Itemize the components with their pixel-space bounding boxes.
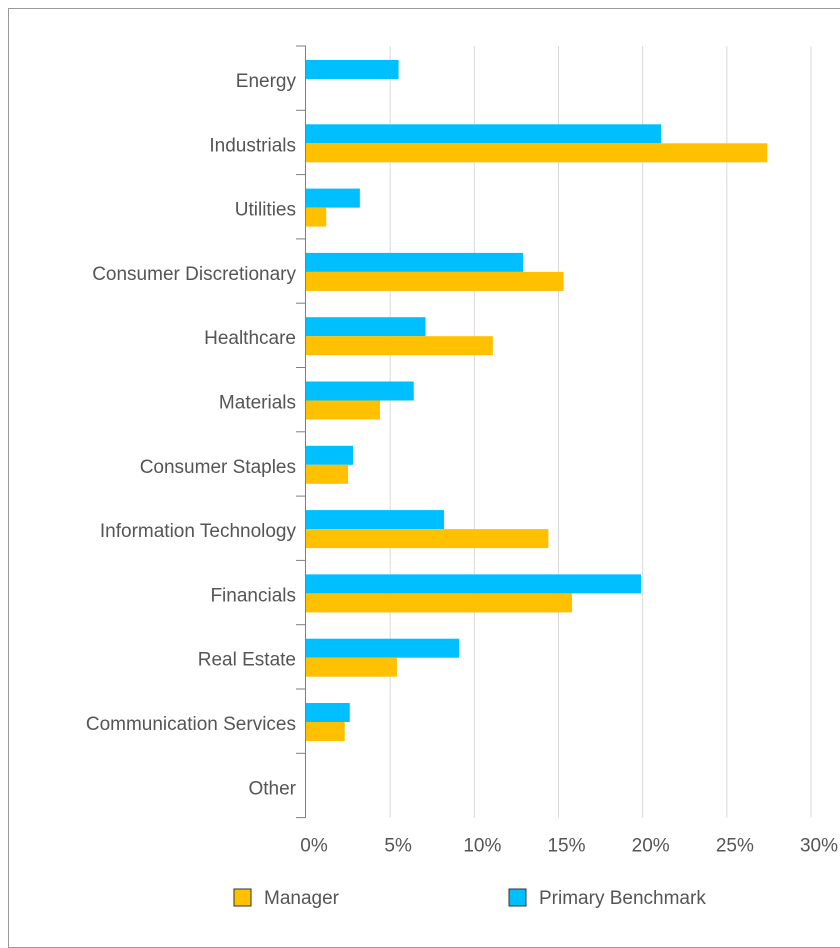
bar-primary-benchmark bbox=[306, 381, 414, 401]
bar-manager bbox=[306, 271, 564, 291]
bar-primary-benchmark bbox=[306, 317, 426, 337]
grid-layer bbox=[389, 46, 812, 818]
legend-label: Primary Benchmark bbox=[539, 888, 706, 909]
bar-manager bbox=[306, 593, 572, 613]
legend-swatch bbox=[508, 888, 527, 907]
x-tick-label: 25% bbox=[716, 836, 754, 857]
x-tick-label: 0% bbox=[300, 836, 328, 857]
bar-manager bbox=[306, 464, 349, 484]
chart-frame: 0% 5% 10% 15% 20% 25% 30% Energy Industrials Util… bbox=[8, 8, 840, 948]
bar-primary-benchmark bbox=[306, 188, 360, 208]
x-tick-label: 10% bbox=[463, 836, 501, 857]
bar-manager bbox=[306, 722, 345, 741]
bar-manager bbox=[306, 657, 397, 677]
bar-primary-benchmark bbox=[306, 510, 445, 530]
category-label: Utilities bbox=[235, 200, 296, 221]
bar-manager bbox=[306, 207, 327, 227]
x-tick-label: 30% bbox=[800, 836, 838, 857]
bar-primary-benchmark bbox=[306, 252, 524, 272]
legend: Manager Primary Benchmark bbox=[233, 888, 706, 909]
sector-allocation-chart: 0% 5% 10% 15% 20% 25% 30% Energy Industrials Util… bbox=[86, 45, 838, 909]
category-label: Consumer Staples bbox=[140, 457, 296, 478]
bar-manager bbox=[306, 529, 549, 549]
category-label: Financials bbox=[210, 585, 296, 606]
category-label: Real Estate bbox=[198, 650, 296, 671]
x-tick-label: 5% bbox=[384, 836, 412, 857]
bar-primary-benchmark bbox=[306, 60, 399, 79]
category-label: Energy bbox=[236, 71, 297, 92]
bar-primary-benchmark bbox=[306, 703, 350, 722]
category-label: Materials bbox=[219, 393, 296, 414]
bar-manager bbox=[306, 143, 768, 163]
bar-manager bbox=[306, 336, 493, 356]
bar-layer bbox=[306, 60, 768, 741]
legend-label: Manager bbox=[264, 888, 340, 909]
axis-layer bbox=[296, 45, 306, 819]
category-label: Industrials bbox=[209, 135, 296, 156]
legend-swatch bbox=[233, 888, 252, 907]
label-layer: 0% 5% 10% 15% 20% 25% 30% Energy Industrials Util… bbox=[86, 71, 838, 857]
bar-manager bbox=[306, 400, 381, 420]
x-tick-label: 20% bbox=[632, 836, 670, 857]
bar-primary-benchmark bbox=[306, 445, 354, 465]
bar-primary-benchmark bbox=[306, 124, 662, 144]
category-label: Healthcare bbox=[204, 328, 296, 349]
category-label: Communication Services bbox=[86, 714, 296, 735]
x-tick-label: 15% bbox=[547, 836, 585, 857]
bar-primary-benchmark bbox=[306, 638, 460, 658]
category-label: Other bbox=[248, 778, 296, 799]
category-label: Consumer Discretionary bbox=[92, 264, 296, 285]
category-label: Information Technology bbox=[100, 521, 297, 542]
bar-primary-benchmark bbox=[306, 574, 641, 594]
